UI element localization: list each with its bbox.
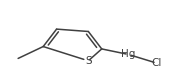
Text: Hg: Hg [121, 49, 136, 59]
Text: Cl: Cl [152, 58, 162, 68]
Text: S: S [85, 56, 92, 66]
